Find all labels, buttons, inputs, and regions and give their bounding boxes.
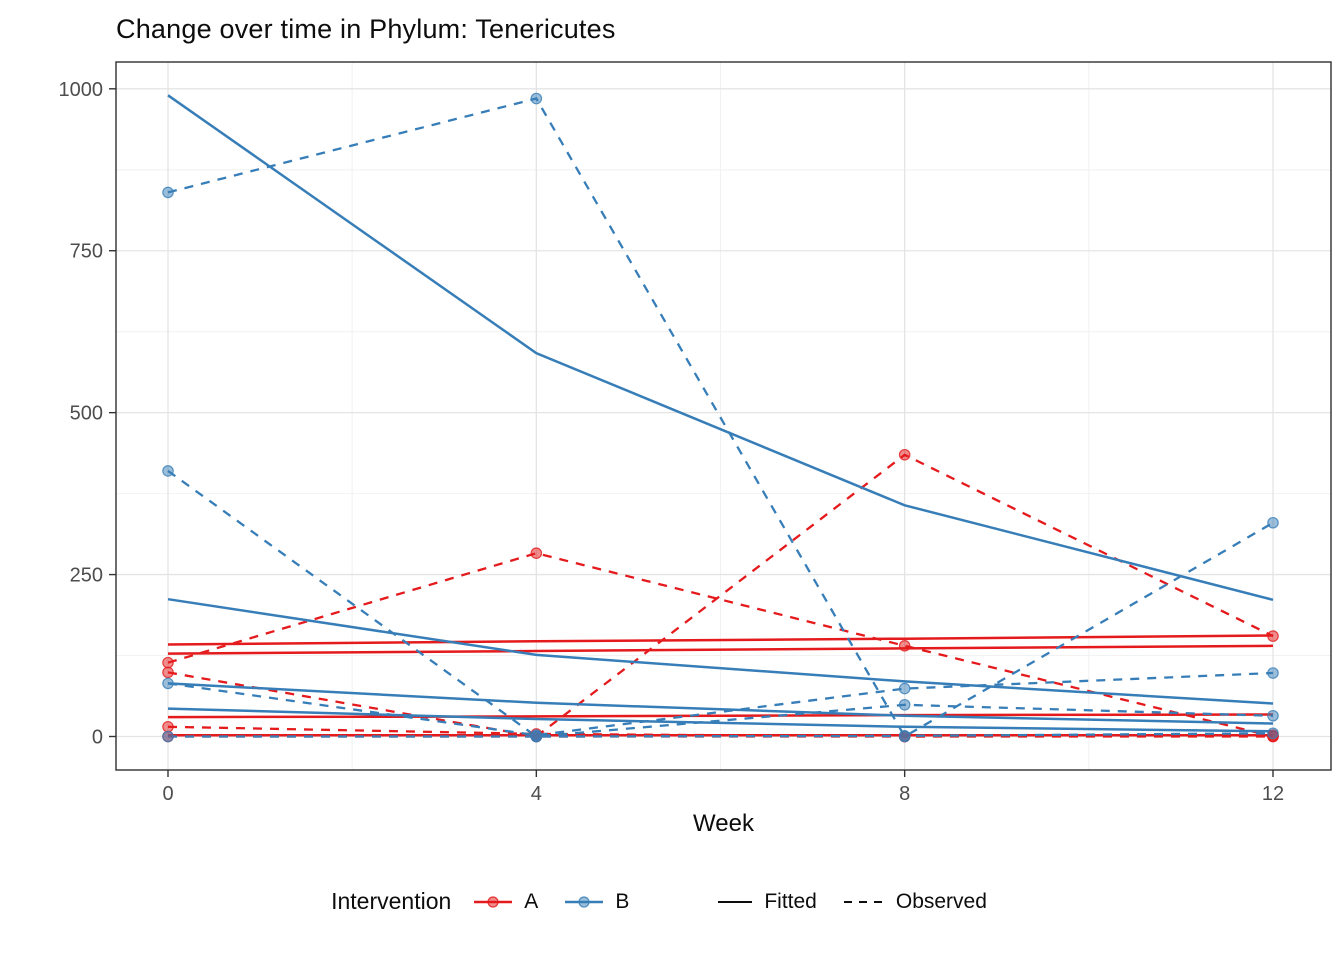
legend-item-group-b: B (564, 890, 629, 914)
solid-line-icon (718, 900, 753, 903)
data-point-B1-week-0 (162, 186, 174, 199)
legend-key-a-icon (474, 895, 513, 908)
data-point-A2-week-12 (1267, 630, 1279, 642)
fitted-line-B3 (167, 682, 1274, 725)
y-tick-label: 500 (70, 403, 103, 425)
legend-item-fitted: Fitted (717, 890, 817, 914)
data-point-B1-week-12 (1267, 516, 1279, 529)
fitted-line-A2 (167, 644, 1274, 655)
observed-line-A1 (167, 552, 1274, 738)
observed-line-B2 (167, 469, 1274, 738)
legend-item-observed: Observed (843, 890, 987, 914)
legend-label-fitted: Fitted (764, 889, 817, 913)
x-tick-label: 12 (1262, 783, 1284, 805)
x-axis-title: Week (693, 810, 754, 837)
legend-key-b-icon (565, 895, 604, 908)
legend-label-observed: Observed (895, 889, 987, 913)
data-point-B3-week-8 (898, 682, 911, 695)
x-tick-label: 4 (531, 783, 542, 805)
fitted-line-B2 (167, 597, 1274, 705)
data-point-B4-week-4 (530, 730, 543, 743)
legend-label-b: B (615, 889, 630, 913)
x-tick-label: 8 (899, 783, 910, 805)
fitted-line-B4 (167, 707, 1274, 733)
legend-label-a: A (524, 889, 539, 913)
data-point-B1-week-4 (530, 92, 543, 105)
observed-line-A2 (167, 453, 1274, 738)
fitted-line-A3 (167, 713, 1274, 719)
data-point-A3-week-0 (162, 720, 174, 733)
data-point-B2-week-8 (898, 698, 911, 711)
legend-title: Intervention (331, 888, 452, 914)
fitted-line-B1 (167, 94, 1274, 602)
observed-line-B4 (168, 732, 1274, 738)
observed-line-B1 (167, 97, 1274, 739)
data-point-A2-week-0 (162, 666, 174, 679)
y-tick-label: 250 (70, 565, 103, 587)
data-point-B4-week-12 (1267, 727, 1279, 740)
data-point-B2-week-0 (162, 465, 174, 477)
legend-item-group-a: A (473, 890, 538, 914)
data-point-B4-week-8 (898, 730, 911, 742)
panel-border (115, 61, 1332, 771)
data-point-A1-week-8 (898, 640, 911, 652)
dashed-line-icon (843, 900, 884, 903)
data-point-A2-week-8 (898, 448, 911, 461)
data-point-B2-week-12 (1267, 709, 1279, 722)
data-point-B3-week-0 (162, 677, 174, 690)
panel-background (116, 62, 1331, 770)
fitted-line-A1 (167, 634, 1274, 646)
chart-title: Change over time in Phylum: Tenericutes (116, 14, 616, 44)
y-tick-label: 0 (92, 727, 103, 749)
data-point-B3-week-12 (1267, 667, 1279, 679)
x-tick-label: 0 (162, 783, 173, 805)
data-point-B4-week-0 (162, 730, 174, 743)
legend: Intervention A B Fitted Observed (0, 888, 1344, 915)
y-tick-label: 750 (70, 241, 103, 263)
data-point-A1-week-4 (530, 547, 543, 560)
data-point-A1-week-0 (162, 656, 174, 669)
y-tick-label: 1000 (59, 79, 104, 101)
